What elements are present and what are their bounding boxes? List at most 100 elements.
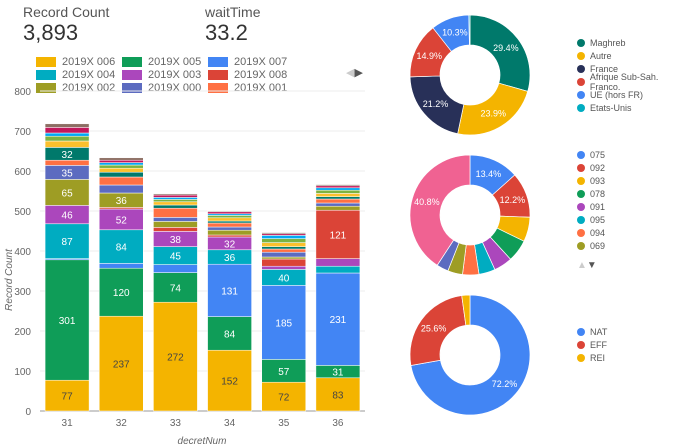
legend-item[interactable]: 095 — [577, 213, 605, 226]
legend-item[interactable]: 092 — [577, 161, 605, 174]
legend-item[interactable]: REI — [577, 351, 607, 364]
bar-segment — [315, 185, 361, 189]
legend-dot — [577, 327, 585, 336]
legend-item[interactable]: 2019X 004 — [36, 68, 122, 81]
y-tick-label: 300 — [14, 287, 31, 298]
legend-down-icon[interactable]: ▼ — [586, 260, 597, 271]
legend-item[interactable]: France — [577, 62, 690, 75]
legend-item[interactable]: 075 — [577, 148, 605, 161]
legend-item[interactable]: 2019X 005 — [122, 55, 208, 68]
y-tick-label: 600 — [14, 167, 31, 178]
legend-item[interactable]: NAT — [577, 325, 607, 338]
legend-item[interactable]: UE (hors FR) — [577, 88, 690, 101]
legend-item[interactable]: Etats-Unis — [577, 101, 690, 114]
pie-legend-2: 075 092 093 078 091 095 094 069 — [577, 148, 605, 252]
legend-swatch — [208, 56, 228, 67]
legend-swatch — [208, 82, 228, 93]
bar-segment — [99, 176, 144, 186]
data-label: 52 — [116, 215, 128, 226]
data-label: 120 — [113, 288, 130, 299]
donut-charts: 29.4% 23.9% 21.2% 14.9% 10.3% 13.4% 12.2% 40.8%… — [409, 14, 531, 416]
legend-prev-icon[interactable]: ◀ — [346, 67, 355, 79]
bar-segment — [153, 227, 198, 232]
bar-segment — [207, 210, 252, 213]
data-label: 40 — [278, 273, 290, 284]
legend-item[interactable]: 091 — [577, 200, 605, 213]
bar-segment — [207, 211, 252, 215]
pie-label: 21.2% — [423, 99, 449, 109]
legend-swatch — [36, 69, 56, 80]
data-label: 36 — [116, 196, 128, 207]
legend-item[interactable]: 069 — [577, 239, 605, 252]
data-label: 87 — [62, 237, 74, 248]
legend-up-icon[interactable]: ▲ — [577, 260, 587, 271]
legend-swatch — [208, 69, 228, 80]
legend-swatch — [122, 56, 142, 67]
legend-item[interactable]: 2019X 007 — [208, 55, 294, 68]
pie-label: 12.2% — [500, 195, 526, 205]
bar-segment — [261, 381, 306, 412]
legend-label: 075 — [590, 149, 606, 160]
legend-dot — [577, 215, 585, 224]
legend-label: 2019X 003 — [148, 68, 202, 81]
data-label: 301 — [59, 316, 76, 327]
bar-segment — [153, 264, 198, 273]
legend-item[interactable]: 093 — [577, 174, 605, 187]
bar-segment — [315, 272, 361, 366]
bar-segment — [99, 263, 144, 269]
legend-item[interactable]: 094 — [577, 226, 605, 239]
legend-item[interactable]: Afrique Sub-Sah. Franco. — [577, 72, 690, 92]
bar-segment — [207, 229, 252, 236]
legend-label: 2019X 008 — [234, 68, 288, 81]
bar-segment — [44, 140, 90, 148]
legend-label: 092 — [590, 162, 606, 173]
data-label: 32 — [224, 239, 236, 250]
y-tick-label: 500 — [14, 207, 31, 218]
legend-item[interactable]: Maghreb — [577, 36, 690, 49]
data-label: 45 — [170, 252, 182, 263]
legend-next-icon[interactable]: ▶ — [354, 67, 363, 79]
legend-label: 095 — [590, 214, 606, 225]
legend-item[interactable]: 2019X 006 — [36, 55, 122, 68]
pie-slice — [469, 14, 531, 92]
legend-label: 093 — [590, 175, 606, 186]
legend-item[interactable]: EFF — [577, 338, 607, 351]
data-label: 46 — [62, 211, 74, 222]
legend-item[interactable]: 2019X 008 — [208, 68, 294, 81]
legend-label: 2019X 007 — [234, 55, 288, 68]
pie-legend-1: Maghreb Autre France Afrique Sub-Sah. Franc… — [577, 36, 690, 114]
data-label: 38 — [170, 235, 182, 246]
legend-swatch — [36, 56, 56, 67]
data-label: 84 — [224, 329, 236, 340]
pie-slice — [410, 294, 531, 416]
legend-item[interactable]: 078 — [577, 187, 605, 200]
legend-dot — [577, 353, 585, 362]
bar-segment — [99, 229, 144, 264]
bar-segment — [153, 301, 198, 412]
bar-segment — [207, 234, 252, 238]
bar-segment — [44, 259, 90, 381]
legend-pager: ◀▶ — [346, 66, 363, 79]
pie-label: 13.4% — [476, 169, 502, 179]
bar-segment — [44, 223, 90, 259]
kpi-wait-time: waitTime 33.2 — [205, 4, 261, 46]
legend-label: 069 — [590, 240, 606, 251]
bar-segment — [44, 127, 90, 134]
pie-label: 72.2% — [492, 379, 518, 389]
y-tick-label: 400 — [14, 247, 31, 258]
pie-slice — [461, 294, 471, 326]
x-tick-label: 35 — [278, 418, 290, 429]
bar-segment — [261, 235, 306, 239]
pie-label: 10.3% — [442, 28, 468, 38]
bar-segment — [261, 256, 306, 260]
data-label: 185 — [275, 318, 292, 329]
legend-label: 2019X 004 — [62, 68, 116, 81]
legend-dot — [577, 103, 585, 112]
legend-item[interactable]: Autre — [577, 49, 690, 62]
pie-label: 23.9% — [481, 109, 507, 119]
data-label: 72 — [278, 393, 290, 404]
bar-segment — [153, 201, 198, 206]
legend-item[interactable]: 2019X 003 — [122, 68, 208, 81]
y-tick-label: 800 — [14, 87, 31, 98]
data-label: 36 — [224, 253, 236, 264]
